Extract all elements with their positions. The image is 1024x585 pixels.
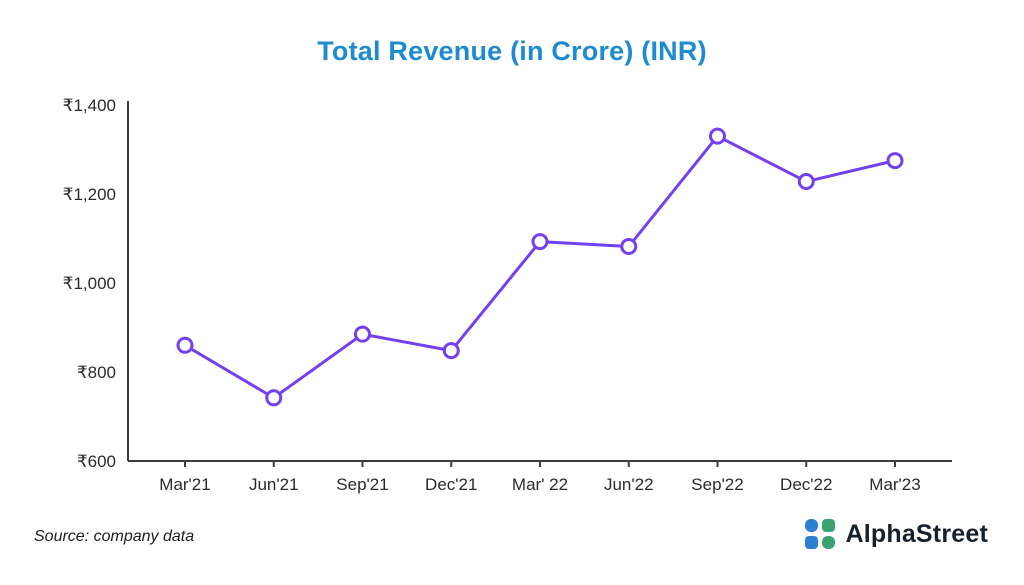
x-tick-label: Mar'21 (159, 475, 210, 494)
y-tick-label: ₹1,200 (63, 185, 116, 204)
x-tick-label: Mar' 22 (512, 475, 568, 494)
logo-petal-bl (805, 536, 819, 549)
x-tick-label: Sep'21 (336, 475, 388, 494)
data-point-marker (265, 389, 283, 407)
chart-title: Total Revenue (in Crore) (INR) (317, 36, 707, 66)
logo-petal-tl (805, 519, 819, 532)
x-tick-label: Mar'23 (869, 475, 920, 494)
x-tick-label: Jun'21 (249, 475, 299, 494)
data-point-marker (442, 342, 460, 360)
x-tick-label: Dec'21 (425, 475, 477, 494)
y-tick-label: ₹1,400 (63, 96, 116, 115)
y-tick-label: ₹600 (77, 452, 116, 471)
x-tick-label: Dec'22 (780, 475, 832, 494)
y-tick-label: ₹1,000 (63, 274, 116, 293)
data-point-marker (531, 233, 549, 251)
series-line (183, 134, 897, 400)
data-point-marker (176, 336, 194, 354)
data-point-marker (620, 238, 638, 256)
logo-petal-br (822, 536, 836, 549)
y-tick-label: ₹800 (77, 363, 116, 382)
brand-name: AlphaStreet (845, 519, 988, 548)
x-tick-label: Sep'22 (691, 475, 743, 494)
source-note: Source: company data (34, 528, 195, 545)
brand-logo: AlphaStreet (804, 518, 988, 550)
data-point-marker (886, 152, 904, 170)
data-point-marker (354, 325, 371, 343)
data-point-marker (709, 127, 726, 145)
x-tick-label: Jun'22 (604, 475, 654, 494)
alphastreet-logo-icon (805, 519, 836, 549)
data-point-marker (797, 173, 815, 191)
logo-petal-tr (822, 519, 836, 532)
